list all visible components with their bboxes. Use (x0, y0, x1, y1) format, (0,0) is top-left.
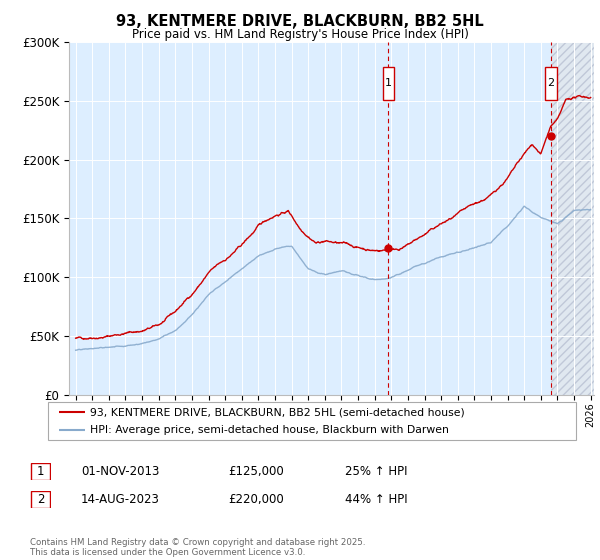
Text: 1: 1 (385, 78, 392, 88)
Text: £125,000: £125,000 (228, 465, 284, 478)
Text: 93, KENTMERE DRIVE, BLACKBURN, BB2 5HL (semi-detached house): 93, KENTMERE DRIVE, BLACKBURN, BB2 5HL (… (90, 407, 465, 417)
FancyBboxPatch shape (545, 67, 557, 100)
Text: 2: 2 (548, 78, 554, 88)
FancyBboxPatch shape (31, 464, 50, 479)
FancyBboxPatch shape (383, 67, 394, 100)
Text: 44% ↑ HPI: 44% ↑ HPI (345, 493, 407, 506)
Text: HPI: Average price, semi-detached house, Blackburn with Darwen: HPI: Average price, semi-detached house,… (90, 425, 449, 435)
FancyBboxPatch shape (48, 402, 576, 440)
Text: Contains HM Land Registry data © Crown copyright and database right 2025.
This d: Contains HM Land Registry data © Crown c… (30, 538, 365, 557)
Text: 2: 2 (37, 493, 44, 506)
Text: 25% ↑ HPI: 25% ↑ HPI (345, 465, 407, 478)
FancyBboxPatch shape (31, 492, 50, 507)
Text: 14-AUG-2023: 14-AUG-2023 (81, 493, 160, 506)
Text: 01-NOV-2013: 01-NOV-2013 (81, 465, 160, 478)
Text: 93, KENTMERE DRIVE, BLACKBURN, BB2 5HL: 93, KENTMERE DRIVE, BLACKBURN, BB2 5HL (116, 14, 484, 29)
Bar (551, 42, 594, 395)
Text: £220,000: £220,000 (228, 493, 284, 506)
Text: 1: 1 (37, 465, 44, 478)
Text: Price paid vs. HM Land Registry's House Price Index (HPI): Price paid vs. HM Land Registry's House … (131, 28, 469, 41)
